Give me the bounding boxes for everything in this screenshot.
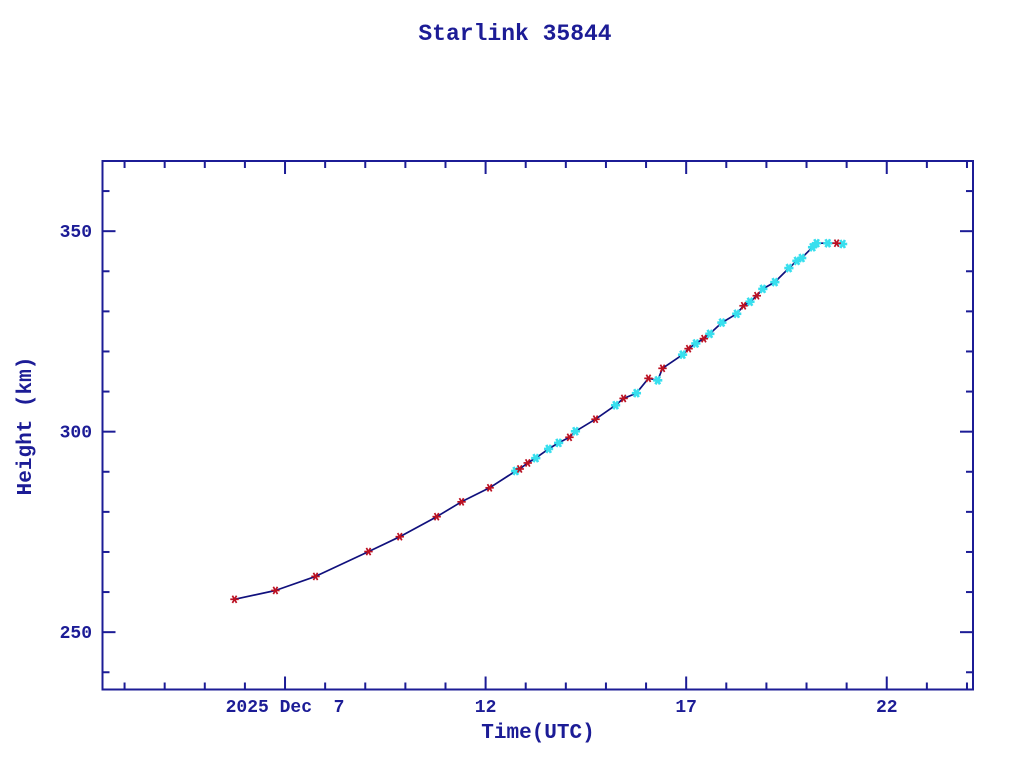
arm: [458, 497, 465, 506]
arm: [486, 483, 493, 492]
arm: [685, 344, 692, 353]
red-marker: [832, 239, 841, 248]
x-axis-title: Time(UTC): [481, 722, 594, 745]
arm: [833, 239, 840, 248]
cyan-marker: [543, 444, 554, 454]
arm: [692, 338, 700, 349]
arm: [659, 364, 666, 373]
arm: [700, 334, 707, 343]
x-tick-label: 17: [675, 698, 697, 718]
arm: [231, 595, 238, 604]
red-marker: [230, 595, 239, 604]
x-tick-label: 22: [876, 698, 898, 718]
y-tick-label: 350: [60, 223, 92, 243]
arm: [824, 238, 832, 248]
red-marker: [644, 374, 653, 383]
red-marker: [565, 433, 574, 442]
arm: [312, 572, 319, 581]
cyan-marker: [797, 253, 807, 263]
red-marker: [271, 586, 280, 595]
arm: [679, 350, 686, 360]
red-marker: [752, 291, 761, 300]
arm: [654, 375, 662, 385]
cyan-marker: [745, 297, 755, 307]
arm: [798, 253, 806, 263]
y-tick-label: 250: [60, 624, 92, 644]
arm: [813, 238, 820, 248]
cyan-marker: [631, 388, 642, 398]
arm: [555, 438, 563, 448]
axes-frame: [101, 160, 974, 691]
tick-labels: 2025 Dec 7 12 17 22 250 300 350: [60, 223, 898, 718]
height-curve: [234, 242, 843, 601]
red-marker: [395, 532, 404, 541]
plot-frame: [101, 160, 974, 691]
arm: [545, 444, 553, 454]
arm: [612, 400, 619, 410]
red-marker: [432, 512, 441, 521]
arm: [706, 329, 714, 339]
arm: [365, 547, 372, 556]
arm: [809, 242, 816, 252]
arm: [396, 532, 403, 541]
red-marker: [684, 344, 693, 353]
arm: [839, 239, 847, 249]
arm: [272, 586, 279, 595]
cyan-marker: [705, 329, 715, 339]
arm: [566, 433, 573, 442]
red-marker: [515, 464, 524, 474]
red-marker: [739, 301, 748, 310]
cyan-marker: [823, 238, 833, 248]
red-marker: [311, 572, 320, 581]
cyan-marker: [758, 284, 768, 294]
arm: [524, 458, 531, 468]
cyan-marker: [653, 375, 663, 385]
red-marker: [619, 394, 628, 403]
cyan-marker: [610, 400, 621, 410]
red-marker: [523, 458, 532, 468]
y-axis-title: Height (km): [15, 357, 38, 496]
arm: [718, 317, 726, 328]
cyan-marker: [784, 263, 794, 273]
arm: [620, 394, 627, 403]
chart-title: Starlink 35844: [418, 21, 611, 47]
arm: [516, 464, 523, 474]
red-marker: [699, 334, 709, 343]
cyan-marker: [717, 317, 727, 328]
red-marker: [591, 415, 600, 424]
arm: [759, 284, 767, 294]
y-tick-label: 300: [60, 424, 92, 444]
arm: [746, 297, 754, 307]
x-tick-label: 2025 Dec 7: [226, 698, 345, 718]
arm: [753, 291, 760, 300]
cyan-marker: [770, 277, 780, 287]
arm: [532, 453, 540, 463]
arm: [771, 277, 779, 287]
red-marker: [658, 364, 667, 373]
cyan-marker: [691, 338, 701, 349]
cyan-marker: [570, 426, 581, 436]
cyan-marker: [677, 350, 688, 360]
data-series: [230, 238, 848, 604]
x-tick-label: 12: [475, 698, 497, 718]
cyan-marker: [732, 309, 742, 319]
red-marker: [457, 497, 466, 506]
arm: [733, 309, 741, 319]
red-marker: [364, 547, 373, 556]
arm: [592, 415, 599, 424]
arm: [785, 263, 793, 273]
red-marker: [485, 483, 494, 492]
arm: [433, 512, 440, 521]
cyan-marker: [554, 438, 564, 448]
arm: [740, 301, 747, 310]
arm: [645, 374, 652, 383]
arm: [633, 388, 640, 398]
cyan-marker: [811, 238, 822, 248]
cyan-marker: [531, 453, 541, 463]
arm: [572, 426, 579, 436]
